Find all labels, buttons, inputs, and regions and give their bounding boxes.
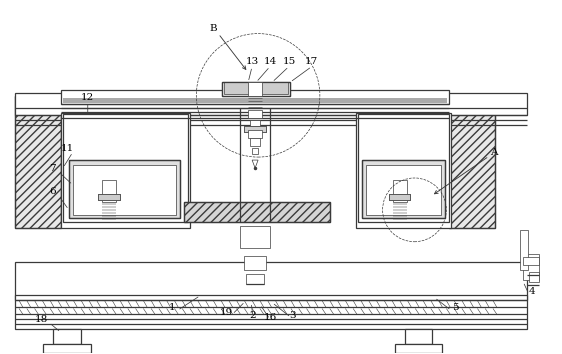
Bar [15,96,61,228]
Bar [244,126,266,132]
Bar [184,202,330,222]
Bar [102,180,116,202]
Bar [250,120,260,126]
Bar [450,96,495,228]
Bar [388,194,410,200]
Bar [393,180,406,202]
Text: 14: 14 [264,57,277,66]
Bar [222,82,290,96]
Bar [224,82,288,94]
Bar [184,202,330,222]
Bar [362,160,445,218]
Text: 2: 2 [250,311,256,320]
Bar [63,114,188,222]
Bar [15,262,527,299]
Text: 7: 7 [49,164,56,172]
Polygon shape [252,160,258,168]
Bar [222,82,290,96]
Text: 16: 16 [264,313,277,322]
Text: 11: 11 [61,144,74,153]
Text: 3: 3 [289,311,296,320]
Bar [244,126,266,132]
Bar [98,194,120,200]
Text: 6: 6 [49,187,56,196]
Bar [15,93,527,115]
Text: 13: 13 [246,57,259,66]
Bar [405,330,432,344]
Text: 15: 15 [282,57,296,66]
Bar [246,274,264,284]
Bar [252,148,258,154]
Bar [43,344,90,353]
Bar [69,160,180,218]
Bar [53,330,81,344]
Bar [61,113,191,228]
Bar [357,114,450,222]
Bar [366,165,441,215]
Bar [356,113,451,228]
Bar [63,98,447,103]
Text: 4: 4 [529,287,536,296]
Bar [248,82,262,96]
Bar [61,90,450,104]
Text: 19: 19 [220,308,233,317]
Bar [15,96,61,228]
Bar [250,138,260,146]
Bar [388,194,410,200]
Text: 17: 17 [305,57,319,66]
Bar [529,272,539,281]
Bar [73,165,176,215]
Text: B: B [210,24,217,33]
Bar [248,130,262,138]
Bar [520,230,528,270]
Bar [450,96,495,228]
Bar [523,257,539,265]
Text: 12: 12 [81,93,94,102]
Bar [69,160,180,218]
Bar [362,160,445,218]
Text: 18: 18 [34,315,48,324]
Bar [98,194,120,200]
Bar [15,295,527,330]
Bar [248,110,262,118]
Text: 5: 5 [452,303,459,312]
Bar [240,226,270,248]
Text: 1: 1 [169,303,176,312]
Bar [244,256,266,270]
Bar [523,254,539,280]
Text: A: A [491,148,498,156]
Bar [395,344,442,353]
